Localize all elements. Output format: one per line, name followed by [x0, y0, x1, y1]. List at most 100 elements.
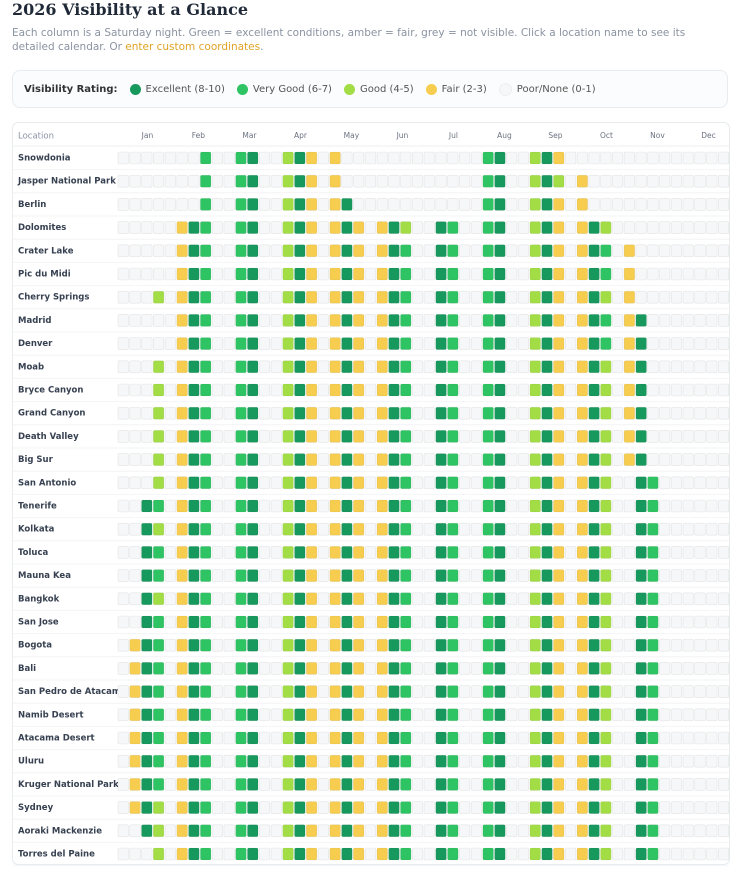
rating-cell	[400, 221, 412, 234]
location-name[interactable]: Torres del Paine	[18, 850, 95, 860]
rating-cell	[129, 198, 141, 211]
rating-cell	[188, 314, 200, 327]
rating-cell	[364, 522, 377, 536]
rating-cell	[317, 314, 329, 327]
rating-cell	[176, 592, 188, 606]
location-name[interactable]: Mauna Kea	[18, 571, 71, 581]
location-name[interactable]: Grand Canyon	[18, 409, 85, 419]
rating-cell	[517, 383, 530, 397]
rating-cell	[235, 824, 247, 838]
rating-cell	[635, 406, 647, 420]
rating-cell	[482, 267, 494, 281]
rating-cell	[600, 174, 612, 188]
rating-cell	[564, 801, 577, 814]
rating-cell	[576, 847, 588, 861]
rating-cell	[200, 569, 212, 582]
rating-cell	[635, 476, 647, 490]
rating-cell	[435, 801, 447, 814]
rating-cell	[423, 221, 435, 234]
rating-cell	[176, 476, 188, 490]
rating-cell	[623, 731, 635, 745]
custom-coordinates-link[interactable]: enter custom coordinates	[125, 41, 261, 53]
rating-cell	[270, 314, 282, 327]
rating-cell	[341, 615, 353, 629]
rating-cell	[659, 824, 671, 838]
location-name[interactable]: Atacama Desert	[18, 734, 95, 744]
rating-cell	[164, 290, 176, 304]
rating-cell	[364, 453, 377, 466]
rating-cell	[541, 615, 553, 629]
rating-cell	[635, 337, 647, 350]
rating-cell	[317, 615, 329, 629]
rating-cell	[329, 546, 341, 559]
location-name[interactable]: San Antonio	[18, 478, 76, 488]
rating-cell	[517, 360, 530, 374]
location-name[interactable]: Cherry Springs	[18, 293, 89, 303]
rating-cell	[411, 569, 424, 582]
location-name[interactable]: Bangkok	[18, 594, 60, 604]
rating-cell	[317, 476, 329, 490]
rating-cell	[411, 383, 424, 397]
location-name[interactable]: Moab	[18, 362, 44, 372]
location-name[interactable]: Bogota	[18, 641, 52, 651]
rating-cell	[400, 314, 412, 327]
location-name[interactable]: Namib Desert	[18, 710, 84, 720]
location-name[interactable]: Madrid	[18, 316, 51, 326]
rating-cell	[306, 592, 318, 606]
rating-cell	[411, 151, 424, 165]
month-label: May	[344, 131, 360, 140]
rating-cell	[470, 546, 482, 559]
rating-cell	[612, 569, 624, 582]
rating-cell	[270, 360, 282, 374]
rating-cell	[294, 592, 306, 606]
location-name[interactable]: Sydney	[18, 803, 54, 813]
rating-cell	[200, 383, 212, 397]
rating-cell	[141, 174, 153, 188]
location-name[interactable]: Kruger National Park	[18, 780, 119, 790]
location-name[interactable]: Berlin	[18, 200, 46, 210]
rating-cell	[294, 801, 306, 814]
location-name[interactable]: Death Valley	[18, 432, 79, 442]
location-name[interactable]: San Pedro de Atacama	[18, 687, 127, 697]
rating-cell	[270, 337, 282, 350]
rating-cell	[211, 244, 224, 258]
rating-cell	[623, 546, 635, 559]
rating-cell	[176, 778, 188, 791]
rating-cell	[494, 383, 506, 397]
location-name[interactable]: Jasper National Park	[17, 177, 116, 187]
location-name[interactable]: Kolkata	[18, 525, 55, 535]
rating-cell	[482, 801, 494, 814]
rating-cell	[623, 267, 635, 281]
rating-cell	[435, 522, 447, 536]
location-name[interactable]: Bryce Canyon	[18, 386, 83, 396]
rating-cell	[235, 801, 247, 814]
rating-cell	[211, 731, 224, 745]
rating-cell	[364, 151, 377, 165]
rating-cell	[353, 499, 365, 513]
location-name[interactable]: Snowdonia	[18, 154, 71, 164]
location-name[interactable]: Dolomites	[18, 223, 66, 233]
location-name[interactable]: Aoraki Mackenzie	[18, 826, 102, 836]
rating-cell	[188, 198, 200, 211]
location-name[interactable]: Toluca	[18, 548, 49, 558]
location-name[interactable]: San Jose	[18, 618, 59, 628]
rating-cell	[188, 290, 200, 304]
location-name[interactable]: Pic du Midi	[18, 270, 71, 280]
rating-cell	[529, 290, 541, 304]
rating-cell	[388, 685, 400, 698]
location-name[interactable]: Crater Lake	[18, 246, 74, 256]
location-name[interactable]: Uluru	[18, 757, 44, 767]
rating-cell	[541, 430, 553, 443]
rating-cell	[270, 569, 282, 582]
rating-cell	[435, 198, 447, 211]
rating-cell	[447, 174, 459, 188]
location-name[interactable]: Tenerife	[18, 502, 57, 512]
location-name[interactable]: Denver	[18, 339, 53, 349]
rating-cell	[623, 778, 635, 791]
rating-cell	[153, 592, 165, 606]
rating-cell	[306, 244, 318, 258]
location-name[interactable]: Big Sur	[18, 455, 54, 465]
rating-cell	[494, 430, 506, 443]
rating-cell	[270, 453, 282, 466]
location-name[interactable]: Bali	[18, 664, 36, 674]
